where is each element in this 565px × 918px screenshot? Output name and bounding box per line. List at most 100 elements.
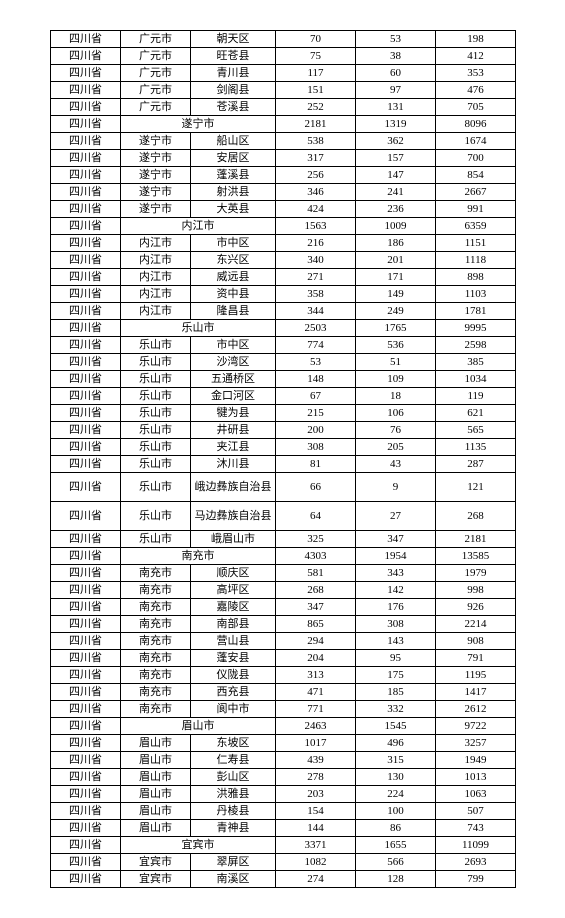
- value-cell: 565: [436, 422, 516, 439]
- district-cell: 沙湾区: [191, 354, 276, 371]
- province-cell: 四川省: [51, 354, 121, 371]
- value-cell: 201: [356, 252, 436, 269]
- value-cell: 271: [276, 269, 356, 286]
- province-cell: 四川省: [51, 803, 121, 820]
- district-cell: 阆中市: [191, 701, 276, 718]
- value-cell: 106: [356, 405, 436, 422]
- value-cell: 308: [276, 439, 356, 456]
- table-row: 四川省内江市东兴区3402011118: [51, 252, 516, 269]
- value-cell: 2463: [276, 718, 356, 735]
- value-cell: 27: [356, 502, 436, 531]
- city-cell: 宜宾市: [121, 871, 191, 888]
- value-cell: 216: [276, 235, 356, 252]
- district-cell: 井研县: [191, 422, 276, 439]
- value-cell: 854: [436, 167, 516, 184]
- value-cell: 3371: [276, 837, 356, 854]
- city-cell: 乐山市: [121, 422, 191, 439]
- province-cell: 四川省: [51, 769, 121, 786]
- city-cell: 内江市: [121, 252, 191, 269]
- table-row: 四川省广元市剑阁县15197476: [51, 82, 516, 99]
- district-cell: 东坡区: [191, 735, 276, 752]
- value-cell: 325: [276, 531, 356, 548]
- value-cell: 3257: [436, 735, 516, 752]
- province-cell: 四川省: [51, 718, 121, 735]
- city-cell: 广元市: [121, 82, 191, 99]
- value-cell: 142: [356, 582, 436, 599]
- district-cell: 顺庆区: [191, 565, 276, 582]
- province-cell: 四川省: [51, 820, 121, 837]
- city-cell: 眉山市: [121, 820, 191, 837]
- province-cell: 四川省: [51, 218, 121, 235]
- value-cell: 131: [356, 99, 436, 116]
- value-cell: 908: [436, 633, 516, 650]
- value-cell: 128: [356, 871, 436, 888]
- table-row: 四川省眉山市彭山区2781301013: [51, 769, 516, 786]
- city-cell: 乐山市: [121, 473, 191, 502]
- table-row: 四川省乐山市五通桥区1481091034: [51, 371, 516, 388]
- city-cell: 遂宁市: [121, 150, 191, 167]
- value-cell: 100: [356, 803, 436, 820]
- value-cell: 2214: [436, 616, 516, 633]
- value-cell: 315: [356, 752, 436, 769]
- district-cell: 苍溪县: [191, 99, 276, 116]
- province-cell: 四川省: [51, 752, 121, 769]
- table-row: 四川省乐山市金口河区6718119: [51, 388, 516, 405]
- value-cell: 64: [276, 502, 356, 531]
- city-cell: 南充市: [121, 565, 191, 582]
- district-cell: 青川县: [191, 65, 276, 82]
- value-cell: 340: [276, 252, 356, 269]
- district-cell: 翠屏区: [191, 854, 276, 871]
- province-cell: 四川省: [51, 235, 121, 252]
- value-cell: 2181: [276, 116, 356, 133]
- province-cell: 四川省: [51, 650, 121, 667]
- value-cell: 171: [356, 269, 436, 286]
- province-cell: 四川省: [51, 133, 121, 150]
- value-cell: 344: [276, 303, 356, 320]
- value-cell: 117: [276, 65, 356, 82]
- table-row: 四川省内江市隆昌县3442491781: [51, 303, 516, 320]
- city-cell: 南充市: [121, 667, 191, 684]
- value-cell: 241: [356, 184, 436, 201]
- value-cell: 1655: [356, 837, 436, 854]
- value-cell: 186: [356, 235, 436, 252]
- province-cell: 四川省: [51, 184, 121, 201]
- table-row: 四川省南充市蓬安县20495791: [51, 650, 516, 667]
- province-cell: 四川省: [51, 422, 121, 439]
- city-cell: 乐山市: [121, 371, 191, 388]
- value-cell: 144: [276, 820, 356, 837]
- province-cell: 四川省: [51, 565, 121, 582]
- city-cell: 广元市: [121, 31, 191, 48]
- city-cell: 乐山市: [121, 531, 191, 548]
- city-cell: 南充市: [121, 633, 191, 650]
- district-cell: 西充县: [191, 684, 276, 701]
- value-cell: 151: [276, 82, 356, 99]
- district-cell: 夹江县: [191, 439, 276, 456]
- value-cell: 362: [356, 133, 436, 150]
- value-cell: 1013: [436, 769, 516, 786]
- province-cell: 四川省: [51, 48, 121, 65]
- city-cell: 乐山市: [121, 502, 191, 531]
- value-cell: 198: [436, 31, 516, 48]
- table-row: 四川省南充市营山县294143908: [51, 633, 516, 650]
- district-cell: 威远县: [191, 269, 276, 286]
- city-cell: 乐山市: [121, 354, 191, 371]
- value-cell: 317: [276, 150, 356, 167]
- province-cell: 四川省: [51, 582, 121, 599]
- city-cell: 内江市: [121, 303, 191, 320]
- table-row: 四川省宜宾市翠屏区10825662693: [51, 854, 516, 871]
- province-cell: 四川省: [51, 667, 121, 684]
- value-cell: 268: [276, 582, 356, 599]
- district-cell: 马边彝族自治县: [191, 502, 276, 531]
- value-cell: 700: [436, 150, 516, 167]
- table-row: 四川省南充市4303195413585: [51, 548, 516, 565]
- value-cell: 898: [436, 269, 516, 286]
- province-cell: 四川省: [51, 837, 121, 854]
- value-cell: 278: [276, 769, 356, 786]
- value-cell: 926: [436, 599, 516, 616]
- value-cell: 11099: [436, 837, 516, 854]
- province-cell: 四川省: [51, 502, 121, 531]
- district-cell: 安居区: [191, 150, 276, 167]
- city-cell: 内江市: [121, 269, 191, 286]
- table-row: 四川省南充市西充县4711851417: [51, 684, 516, 701]
- district-cell: 旺苍县: [191, 48, 276, 65]
